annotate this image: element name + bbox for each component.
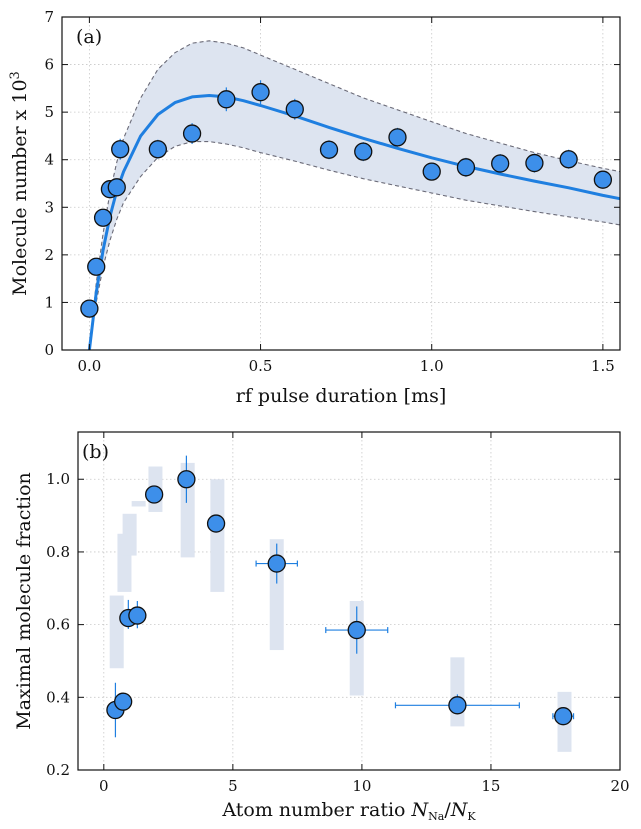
panel-a-data-points (80, 80, 613, 318)
y-tick-label: 0 (44, 341, 54, 359)
panel-b-data-points (106, 455, 575, 738)
data-point (111, 140, 130, 159)
data-point (251, 83, 270, 102)
x-tick-label: 0.0 (77, 357, 101, 375)
data-point (80, 299, 99, 318)
data-point (448, 696, 467, 715)
data-point (144, 485, 164, 504)
panel-b-x-axis-label: Atom number ratio NNa/NK (221, 799, 476, 823)
y-tick-label: 2 (44, 246, 54, 264)
y-tick-label: 5 (44, 103, 54, 121)
x-tick-label: 20 (610, 777, 629, 795)
y-tick-label: 7 (44, 8, 54, 26)
y-tick-label: 1 (44, 293, 54, 311)
systematic-bar (131, 501, 146, 507)
panel-b-x-axis-label-n1: N (411, 799, 430, 821)
data-point (354, 142, 373, 161)
panel-a: 0.0 0.5 1.0 1.5 0 1 2 3 4 5 6 7 (a) rf pulse durati… (8, 8, 621, 407)
panel-a-frame (61, 16, 621, 351)
y-tick-label: 3 (44, 198, 54, 216)
panel-b-frame (77, 431, 621, 771)
y-tick-label: 0.6 (46, 616, 70, 634)
panel-b-x-axis-label-slash: / (444, 799, 451, 821)
systematic-bar (210, 479, 225, 592)
data-point (128, 606, 147, 625)
panel-a-y-axis-label-text: Molecule number x 10 (9, 79, 31, 295)
data-point (107, 178, 126, 197)
x-tick-label: 0.5 (249, 357, 273, 375)
data-point (87, 257, 106, 276)
x-tick-label: 1.5 (591, 357, 615, 375)
panel-b: 0 5 10 15 20 0.2 0.4 0.6 0.8 1.0 (b) Atom number … (13, 431, 630, 823)
data-point (388, 128, 407, 147)
x-tick-label: 1.0 (420, 357, 444, 375)
systematic-bar (109, 595, 124, 669)
x-tick-label: 0 (99, 777, 109, 795)
y-tick-label: 0.2 (46, 761, 70, 779)
x-tick-label: 15 (481, 777, 500, 795)
panel-b-x-axis-label-sub2: K (467, 810, 476, 823)
y-tick-label: 0.8 (46, 543, 70, 561)
data-point (217, 90, 236, 109)
data-point (206, 514, 226, 533)
data-point (593, 170, 613, 189)
data-point (148, 140, 168, 159)
panel-b-y-axis-label: Maximal molecule fraction (13, 472, 35, 730)
y-tick-label: 6 (44, 56, 54, 74)
confidence-band-fill (89, 40, 620, 351)
data-point (554, 707, 573, 726)
panel-a-y-axis-label: Molecule number x 103 (8, 71, 31, 296)
y-tick-label: 4 (44, 151, 54, 169)
x-tick-label: 10 (352, 777, 371, 795)
data-point (456, 158, 476, 177)
panel-a-confidence-band (88, 40, 621, 351)
systematic-bar (122, 513, 137, 556)
data-point (422, 162, 441, 181)
panel-a-label: (a) (76, 26, 102, 48)
panel-a-ticks: 0.0 0.5 1.0 1.5 0 1 2 3 4 5 6 7 (44, 8, 620, 375)
y-tick-label: 1.0 (46, 470, 70, 488)
data-point (182, 124, 202, 143)
data-point (93, 208, 113, 227)
panel-b-x-axis-label-text: Atom number ratio (221, 799, 411, 821)
panel-b-ticks: 0 5 10 15 20 0.2 0.4 0.6 0.8 1.0 (46, 432, 630, 795)
panel-b-x-axis-label-n2: N (450, 799, 469, 821)
panel-a-y-axis-label-superscript: 3 (8, 71, 23, 79)
data-point (285, 100, 304, 119)
band-lower-edge (88, 141, 621, 351)
data-point (559, 150, 578, 169)
y-tick-label: 0.4 (46, 688, 70, 706)
data-point (525, 153, 544, 173)
data-point (491, 154, 510, 173)
panel-a-x-axis-label: rf pulse duration [ms] (236, 385, 447, 407)
x-tick-label: 5 (228, 777, 238, 795)
data-point (114, 692, 133, 711)
systematic-bar (450, 657, 465, 727)
panel-b-x-axis-label-sub1: Na (428, 810, 445, 823)
data-point (177, 470, 196, 489)
panel-b-systematic-bars (109, 462, 572, 752)
data-point (267, 554, 286, 573)
panel-b-label: (b) (82, 441, 109, 463)
data-point (347, 620, 366, 640)
data-point (319, 140, 339, 159)
